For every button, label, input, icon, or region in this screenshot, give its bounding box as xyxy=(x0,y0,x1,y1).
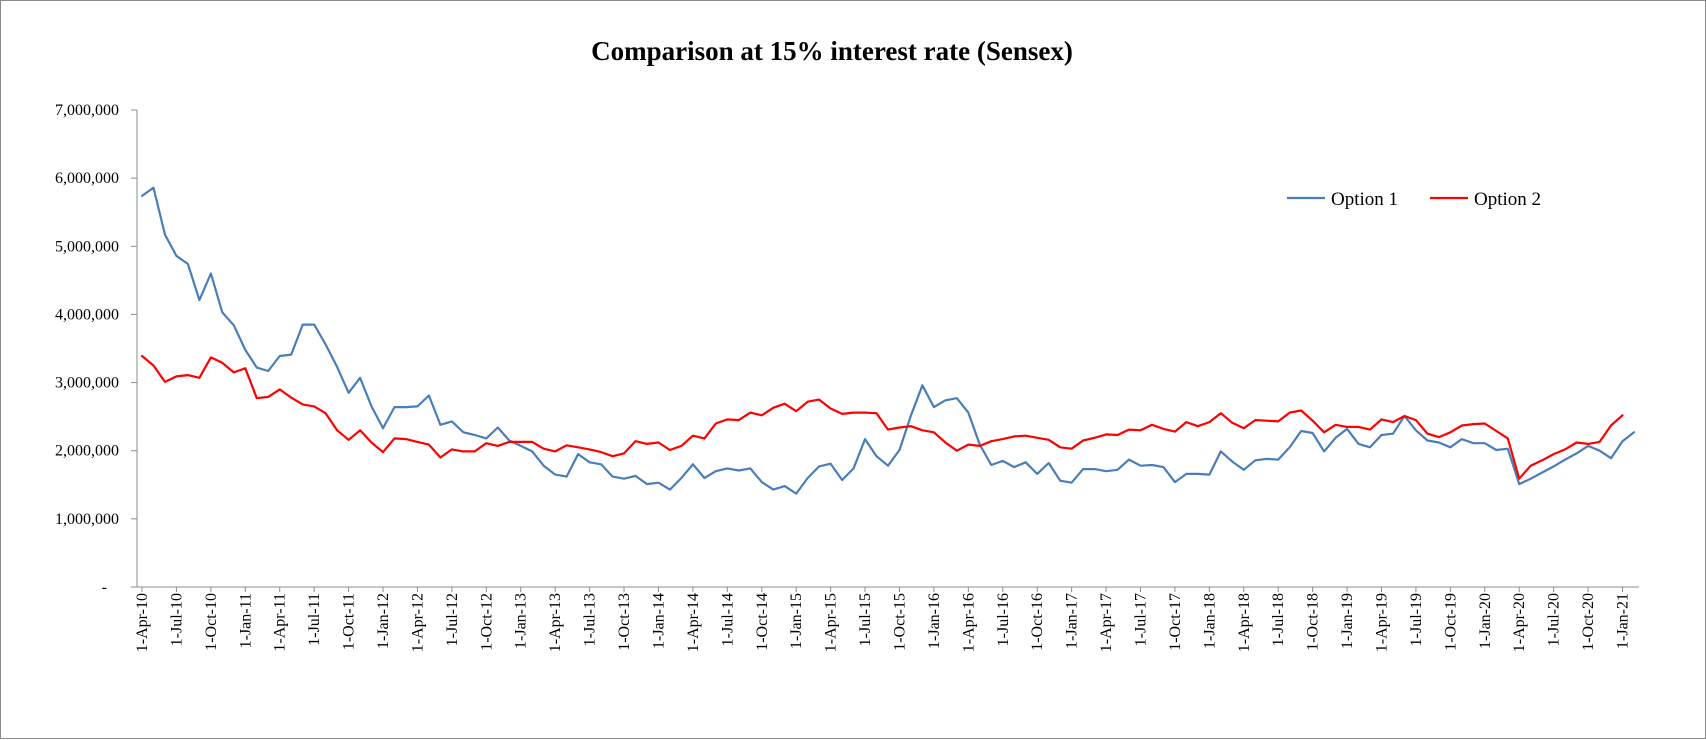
x-tick-label: 1-Jul-16 xyxy=(995,593,1012,646)
x-tick-label: 1-Apr-20 xyxy=(1511,593,1528,652)
x-tick-label: 1-Apr-18 xyxy=(1236,593,1253,652)
x-tick-label: 1-Apr-10 xyxy=(134,593,151,652)
legend-item-option-2: Option 2 xyxy=(1430,189,1541,210)
x-tick-label: 1-Oct-19 xyxy=(1442,593,1459,651)
x-tick-label: 1-Apr-11 xyxy=(272,593,289,652)
x-tick-label: 1-Oct-14 xyxy=(754,593,771,651)
x-tick-label: 1-Oct-13 xyxy=(616,593,633,651)
x-tick-label: 1-Jul-18 xyxy=(1270,593,1287,646)
x-tick-label: 1-Jan-13 xyxy=(513,593,530,649)
x-tick-label: 1-Jul-12 xyxy=(444,593,461,646)
x-tick-label: 1-Jul-10 xyxy=(168,593,185,646)
x-tick-label: 1-Oct-10 xyxy=(203,593,220,651)
x-tick-label: 1-Oct-11 xyxy=(341,593,358,650)
x-tick-label: 1-Jul-11 xyxy=(306,593,323,646)
legend: Option 1 Option 2 xyxy=(1287,189,1541,210)
y-tick-label: 6,000,000 xyxy=(55,170,119,187)
y-tick-label: 3,000,000 xyxy=(55,375,119,392)
x-tick-label: 1-Jan-12 xyxy=(375,593,392,649)
x-tick-label: 1-Jan-11 xyxy=(237,593,254,648)
legend-item-option-1: Option 1 xyxy=(1287,189,1398,210)
x-tick-label: 1-Jul-17 xyxy=(1132,593,1149,646)
y-axis-ticks: - 1,000,000 2,000,000 3,000,000 4,000,000 5,0… xyxy=(55,102,137,596)
x-tick-label: 1-Jul-20 xyxy=(1546,593,1563,646)
x-tick-label: 1-Apr-19 xyxy=(1374,593,1391,652)
x-tick-label: 1-Jan-17 xyxy=(1064,593,1081,649)
x-tick-label: 1-Apr-15 xyxy=(823,593,840,652)
x-tick-label: 1-Jul-15 xyxy=(857,593,874,646)
x-tick-label: 1-Oct-18 xyxy=(1305,593,1322,651)
x-tick-label: 1-Jul-19 xyxy=(1408,593,1425,646)
x-tick-label: 1-Apr-13 xyxy=(547,593,564,652)
x-tick-label: 1-Oct-17 xyxy=(1167,593,1184,651)
x-tick-label: 1-Apr-14 xyxy=(685,593,702,652)
x-tick-label: 1-Jan-21 xyxy=(1615,593,1632,649)
x-tick-label: 1-Jan-14 xyxy=(650,593,667,649)
x-axis-ticks: 1-Apr-10 1-Jul-10 1-Oct-10 1-Jan-11 1-Apr-11… xyxy=(134,587,1632,652)
x-tick-label: 1-Apr-17 xyxy=(1098,593,1115,652)
y-tick-label: 1,000,000 xyxy=(55,511,119,528)
chart-title: Comparison at 15% interest rate (Sensex) xyxy=(591,36,1073,66)
x-tick-label: 1-Jan-16 xyxy=(926,593,943,649)
legend-label-option-2: Option 2 xyxy=(1474,189,1541,210)
x-tick-label: 1-Jan-15 xyxy=(788,593,805,649)
x-tick-label: 1-Jan-18 xyxy=(1201,593,1218,649)
y-tick-label: 2,000,000 xyxy=(55,443,119,460)
x-tick-label: 1-Oct-15 xyxy=(891,593,908,651)
y-tick-label: 7,000,000 xyxy=(55,102,119,119)
x-tick-label: 1-Oct-12 xyxy=(478,593,495,651)
series-lines xyxy=(140,186,1636,495)
y-tick-label: 4,000,000 xyxy=(55,306,119,323)
x-tick-label: 1-Jul-14 xyxy=(719,593,736,646)
x-tick-label: 1-Apr-12 xyxy=(409,593,426,652)
y-tick-label: 5,000,000 xyxy=(55,238,119,255)
series-line-option-2 xyxy=(140,354,1624,480)
x-tick-label: 1-Jan-19 xyxy=(1339,593,1356,649)
y-tick-label: - xyxy=(102,579,107,596)
x-tick-label: 1-Jul-13 xyxy=(582,593,599,646)
x-tick-label: 1-Oct-20 xyxy=(1580,593,1597,651)
legend-label-option-1: Option 1 xyxy=(1331,189,1398,210)
x-tick-label: 1-Apr-16 xyxy=(960,593,977,652)
x-tick-label: 1-Oct-16 xyxy=(1029,593,1046,651)
series-line-option-1 xyxy=(140,186,1636,495)
x-tick-label: 1-Jan-20 xyxy=(1477,593,1494,649)
